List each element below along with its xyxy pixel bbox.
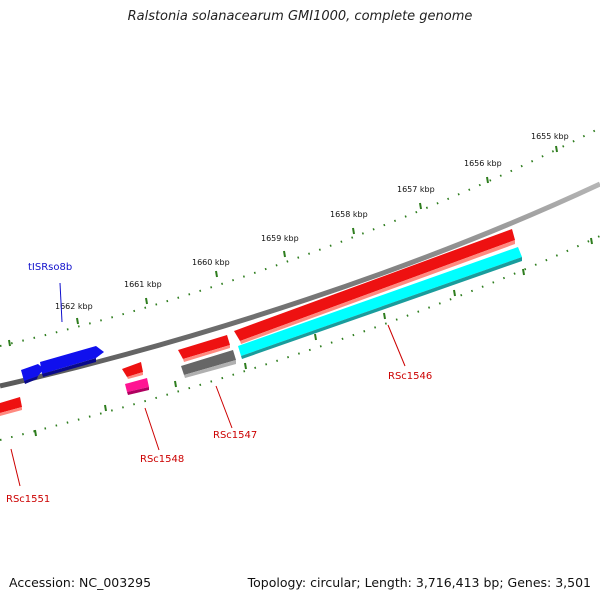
inner-ruler-ticks — [34, 237, 593, 437]
footer-stats: Topology: circular; Length: 3,716,413 bp… — [247, 575, 591, 590]
label-rsc1551: RSc1551 — [6, 494, 50, 505]
label-rsc1547: RSc1547 — [213, 430, 257, 441]
gene-rsc1548 — [122, 362, 149, 395]
ruler-label-1661: 1661 kbp — [124, 280, 162, 289]
label-rsc1546: RSc1546 — [388, 371, 432, 382]
gene-rsc1547 — [178, 335, 236, 378]
ruler-label-1657: 1657 kbp — [397, 185, 435, 194]
gene-rsc1546 — [234, 229, 522, 359]
gene-rsc1551 — [0, 397, 22, 416]
label-rsc1548: RSc1548 — [140, 454, 184, 465]
ruler-label-1659: 1659 kbp — [261, 234, 299, 243]
outer-ruler-ticks — [8, 145, 558, 347]
leader-rsc1551 — [10, 448, 21, 487]
map-title: Ralstonia solanacearum GMI1000, complete… — [127, 9, 473, 24]
label-tisrso8b: tISRso8b — [28, 262, 72, 273]
ruler-label-1655: 1655 kbp — [531, 132, 569, 141]
leader-rsc1547 — [215, 385, 233, 429]
ruler-label-1662: 1662 kbp — [55, 302, 93, 311]
genome-backbone — [0, 181, 600, 389]
ruler-label-1656: 1656 kbp — [464, 159, 502, 168]
ruler-label-1658: 1658 kbp — [330, 210, 368, 219]
leader-rsc1548 — [144, 407, 160, 451]
gene-tisrso8b — [21, 346, 104, 384]
ruler-label-1660: 1660 kbp — [192, 258, 230, 267]
leader-rsc1546 — [387, 324, 406, 367]
leader-tisrso8b — [59, 282, 63, 323]
outer-ruler-track — [0, 127, 600, 347]
footer-accession: Accession: NC_003295 — [9, 575, 152, 590]
